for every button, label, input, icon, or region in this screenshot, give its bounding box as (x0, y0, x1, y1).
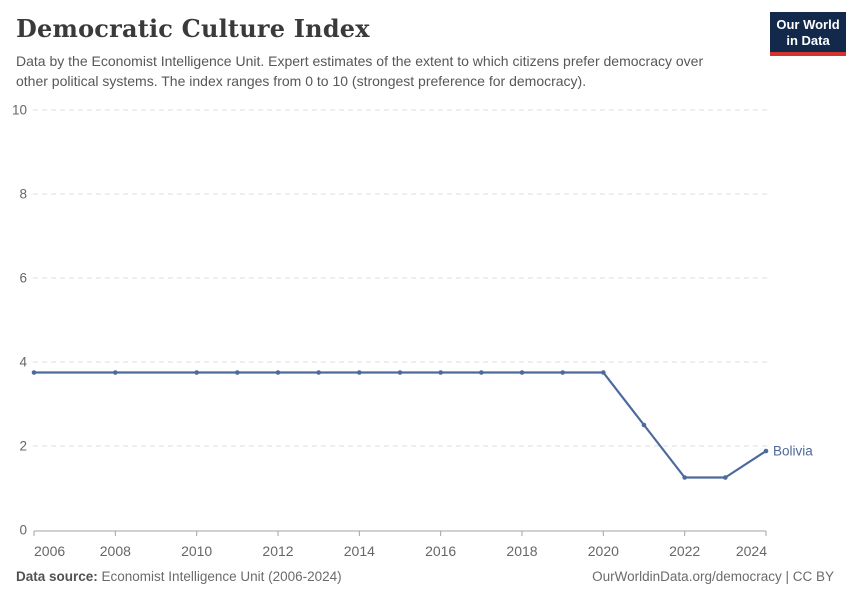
x-tick-label: 2016 (425, 543, 456, 559)
logo-line-2: in Data (786, 32, 830, 48)
x-tick-label: 2022 (669, 543, 700, 559)
x-tick-label: 2024 (736, 543, 767, 559)
x-tick-label: 2020 (588, 543, 619, 559)
series-end-label: Bolivia (773, 444, 813, 459)
y-tick-label: 4 (19, 355, 27, 370)
chart-subtitle: Data by the Economist Intelligence Unit.… (16, 52, 766, 91)
y-tick-label: 0 (19, 523, 27, 538)
data-point (357, 370, 362, 375)
owid-logo: Our World in Data (770, 12, 846, 56)
data-point (31, 370, 37, 375)
data-point (438, 370, 443, 375)
x-tick-label: 2008 (100, 543, 131, 559)
x-tick-label: 2006 (34, 543, 65, 559)
chart-title: Democratic Culture Index (16, 14, 370, 43)
data-point (113, 370, 118, 375)
data-point (397, 370, 403, 375)
data-point (275, 370, 281, 375)
subtitle-line-2: other political systems. The index range… (16, 72, 587, 89)
data-point (601, 370, 606, 375)
subtitle-line-1: Data by the Economist Intelligence Unit.… (16, 53, 704, 69)
data-point (519, 370, 525, 375)
data-point (235, 370, 240, 375)
data-point (682, 475, 687, 480)
series-line (34, 371, 767, 479)
data-source-value: Economist Intelligence Unit (2006-2024) (97, 569, 342, 584)
x-tick-label: 2014 (344, 543, 375, 559)
credit-link[interactable]: OurWorldinData.org/democracy | CC BY (592, 569, 834, 584)
data-point (194, 370, 199, 375)
data-point (723, 475, 728, 480)
data-point (560, 370, 565, 375)
y-tick-label: 6 (19, 271, 27, 286)
x-tick-label: 2010 (181, 543, 212, 559)
x-tick-label: 2018 (506, 543, 537, 559)
data-source: Data source: Economist Intelligence Unit… (16, 569, 342, 584)
data-point (316, 370, 321, 375)
y-tick-label: 10 (12, 103, 27, 118)
data-point (763, 448, 769, 454)
y-tick-label: 2 (19, 439, 27, 454)
data-point (641, 422, 647, 428)
x-tick-label: 2012 (262, 543, 293, 559)
y-tick-label: 8 (19, 187, 27, 202)
chart-footer: Data source: Economist Intelligence Unit… (16, 569, 834, 584)
logo-line-1: Our World (776, 17, 840, 32)
data-point (479, 370, 484, 375)
data-source-label: Data source: (16, 569, 98, 584)
